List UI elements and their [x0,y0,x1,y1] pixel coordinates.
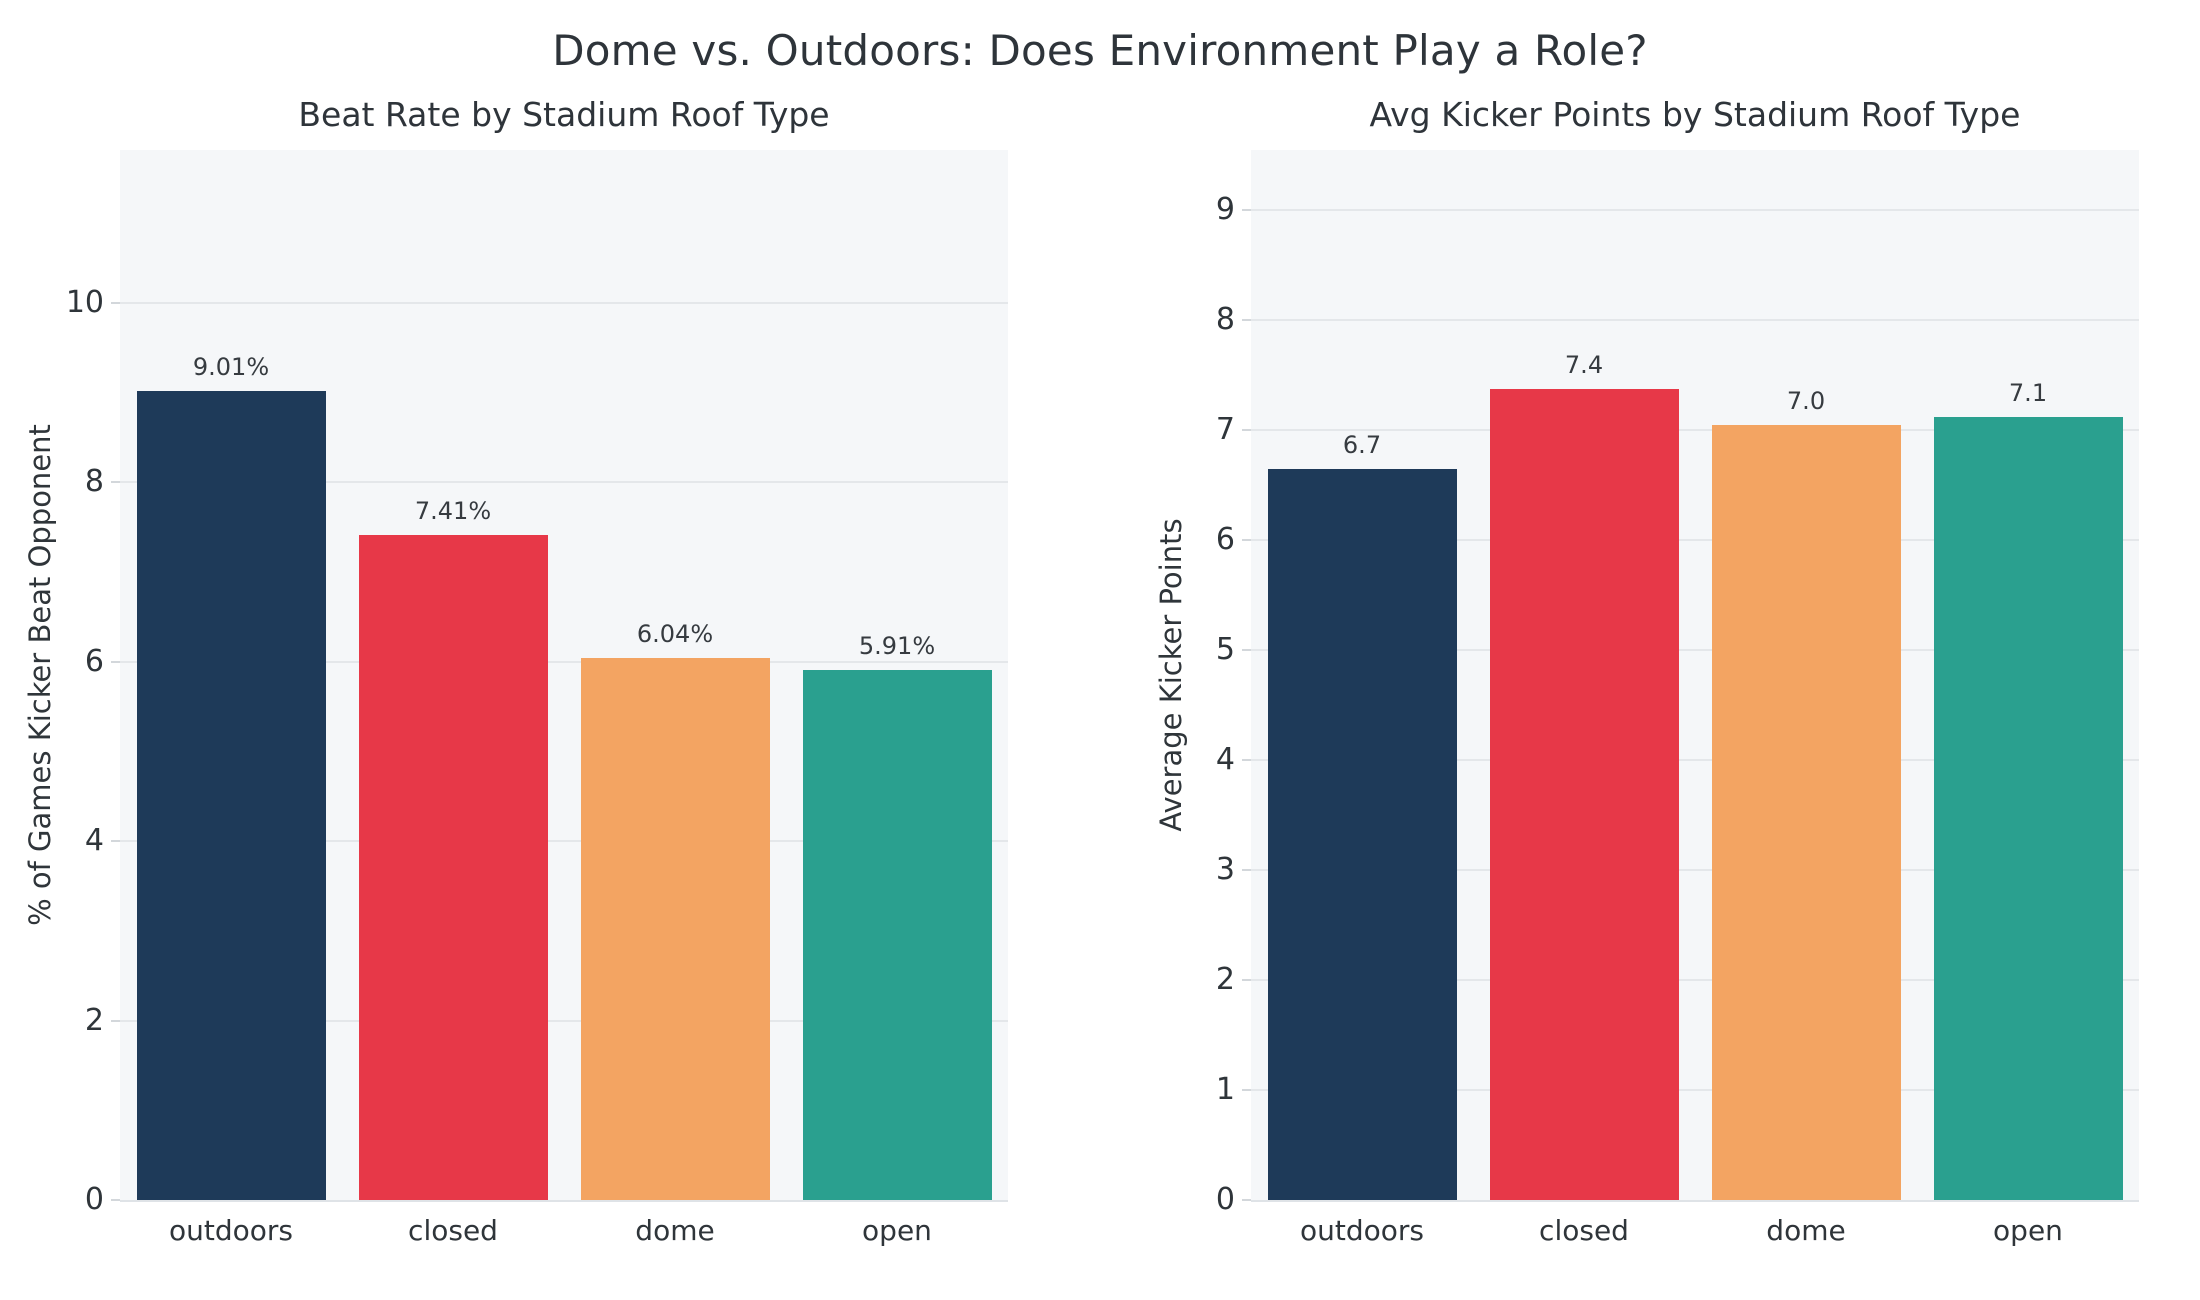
bar-value-label: 9.01% [192,353,270,381]
bar-value-label: 6.04% [636,620,714,648]
gridline [120,660,1008,663]
y-tick-mark [111,1199,120,1201]
y-tick-label: 8 [84,464,104,500]
chart-beat-rate: Beat Rate by Stadium Roof Type % of Game… [23,95,1008,1247]
x-category-label: closed [408,1214,498,1247]
y-tick-label: 9 [1215,192,1235,228]
bar-closed [1490,389,1679,1200]
y-tick-mark [1242,1089,1251,1092]
y-tick-label: 3 [1215,852,1235,888]
x-category-label: closed [1539,1214,1629,1247]
x-category-label: open [862,1214,932,1247]
y-tick-label: 0 [1215,1182,1235,1217]
y-tick-mark [1242,1199,1251,1201]
x-category-label: dome [635,1214,715,1247]
y-tick-label: 0 [84,1182,104,1217]
gridline [120,301,1008,304]
y-tick-mark [1242,319,1251,322]
bar-open [803,670,992,1200]
gridline [1251,539,2139,542]
gridline [1251,869,2139,872]
plot-area: 9.01% 7.41% 6.04% 5.91% [120,150,1008,1202]
gridline [1251,319,2139,322]
y-tick-label: 5 [1215,632,1235,668]
bar-value-label: 7.1 [2008,379,2048,407]
y-axis-label: % of Games Kicker Beat Opponent [23,424,57,926]
bar-value-label: 7.41% [414,497,492,525]
y-tick-label: 8 [1215,302,1235,338]
y-tick-label: 2 [84,1002,104,1038]
gridline [1251,209,2139,212]
bar-value-label: 6.7 [1342,431,1382,459]
bar-dome [581,658,770,1200]
gridline [1251,979,2139,982]
y-axis-label: Average Kicker Points [1154,518,1188,832]
y-tick-mark [1242,429,1251,432]
gridline [120,1019,1008,1022]
y-tick-mark [111,301,120,304]
x-category-label: outdoors [169,1214,293,1247]
gridline [120,481,1008,484]
gridline [1251,1089,2139,1092]
x-category-label: dome [1766,1214,1846,1247]
y-tick-label: 4 [84,823,104,859]
y-tick-mark [1242,759,1251,762]
y-tick-label: 2 [1215,962,1235,998]
y-tick-mark [1242,649,1251,652]
y-tick-label: 4 [1215,742,1235,778]
y-tick-label: 10 [65,284,104,320]
gridline [1251,759,2139,762]
subplot-title: Beat Rate by Stadium Roof Type [298,95,830,134]
y-tick-label: 7 [1215,412,1235,448]
subplot-title: Avg Kicker Points by Stadium Roof Type [1369,95,2021,134]
bar-dome [1712,425,1901,1200]
y-tick-mark [111,1019,120,1022]
gridline [120,840,1008,843]
bar-closed [359,535,548,1200]
chart-avg-points: Avg Kicker Points by Stadium Roof Type A… [1154,95,2139,1247]
y-tick-mark [1242,539,1251,542]
bar-value-label: 7.4 [1564,351,1604,379]
plot-area: 6.7 7.4 7.0 7.1 [1251,150,2139,1202]
x-category-label: outdoors [1300,1214,1424,1247]
bar-outdoors [1268,469,1457,1200]
figure-title: Dome vs. Outdoors: Does Environment Play… [552,26,1648,75]
y-tick-label: 6 [1215,522,1235,558]
bar-outdoors [137,391,326,1200]
bar-open [1934,417,2123,1200]
y-tick-mark [1242,869,1251,872]
gridline [1251,429,2139,432]
y-tick-label: 1 [1215,1072,1235,1108]
gridline [1251,649,2139,652]
bar-value-label: 7.0 [1786,387,1826,415]
y-tick-mark [1242,979,1251,982]
y-tick-mark [111,840,120,843]
y-tick-mark [111,481,120,484]
bar-value-label: 5.91% [858,632,936,660]
y-tick-mark [111,660,120,663]
x-category-label: open [1993,1214,2063,1247]
y-tick-label: 6 [84,643,104,679]
y-tick-mark [1242,209,1251,212]
